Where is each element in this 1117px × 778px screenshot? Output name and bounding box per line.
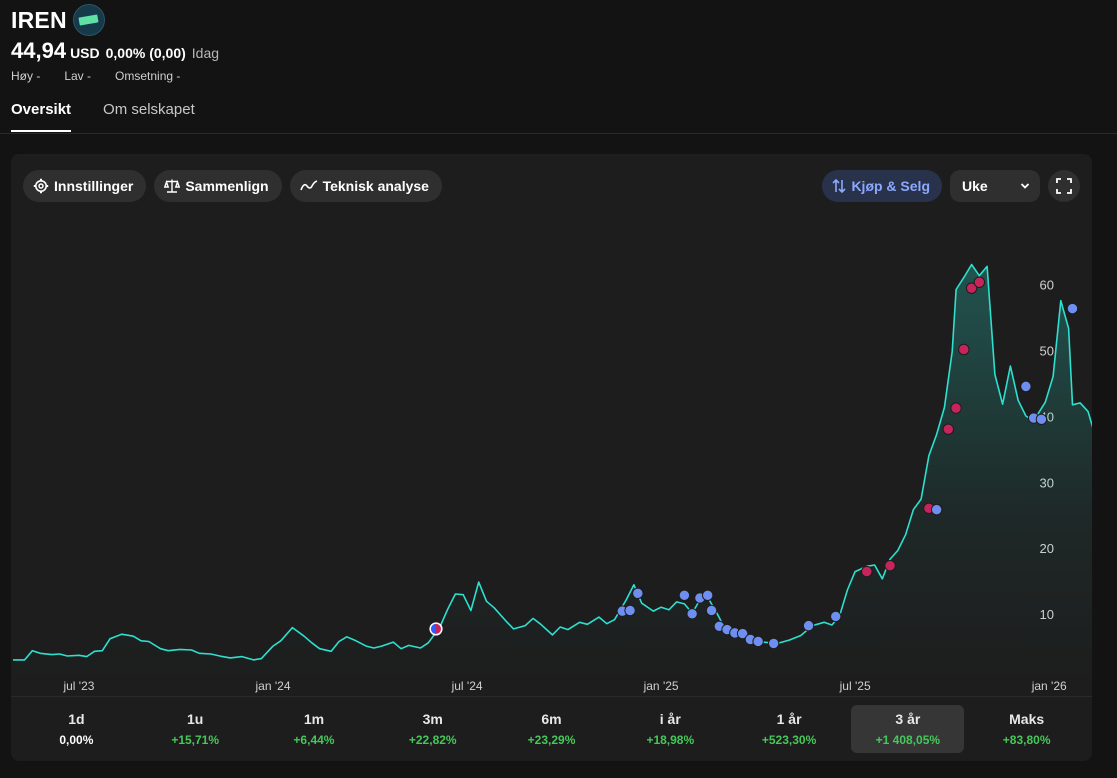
trade-marker-sell[interactable] (973, 276, 986, 288)
period-label: 1m (303, 711, 325, 727)
period-1m[interactable]: 1m +6,44% (258, 705, 371, 753)
chevron-down-icon (1020, 183, 1030, 189)
period-change: 0,00% (59, 733, 94, 747)
trade-marker-buy[interactable] (686, 608, 698, 620)
technical-analysis-button[interactable]: Teknisk analyse (289, 170, 442, 202)
fullscreen-icon (1056, 178, 1072, 194)
period-max[interactable]: Maks +83,80% (970, 705, 1083, 753)
gear-icon (33, 178, 49, 194)
y-tick-label: 60 (1040, 278, 1054, 293)
stat-low: Lav - (64, 69, 92, 83)
settings-button[interactable]: Innstillinger (23, 170, 147, 202)
tab-overview[interactable]: Oversikt (11, 101, 72, 132)
period-change: +1 408,05% (875, 733, 941, 747)
period-change: +22,82% (408, 733, 457, 747)
stat-high: Høy - (11, 69, 41, 83)
trade-marker-buy[interactable] (736, 627, 749, 640)
period-1d[interactable]: 1d 0,00% (20, 705, 133, 753)
trade-marker-buy[interactable] (632, 587, 644, 600)
x-tick-label: jan '24 (255, 679, 291, 693)
period-change: +23,29% (527, 733, 576, 747)
period-3y[interactable]: 3 år +1 408,05% (851, 705, 965, 753)
price-line (13, 263, 1092, 661)
period-change: +6,44% (293, 733, 335, 747)
trade-marker-buy[interactable] (678, 589, 691, 602)
trend-line-icon (299, 180, 317, 191)
technical-analysis-label: Teknisk analyse (322, 178, 429, 194)
period-change: +83,80% (1002, 733, 1051, 747)
currency: USD (70, 45, 100, 61)
period-change: +15,71% (171, 733, 220, 747)
x-tick-label: jan '26 (1031, 679, 1067, 693)
tabs-divider (0, 133, 1117, 134)
trade-marker-buy[interactable] (802, 619, 815, 632)
price-change: 0,00% (0,00) (105, 45, 186, 61)
period-ytd[interactable]: i år +18,98% (614, 705, 727, 753)
y-tick-label: 50 (1040, 343, 1054, 358)
buy-sell-button[interactable]: Kjøp & Selg (822, 170, 942, 202)
period-label: 1d (68, 711, 85, 727)
x-tick-label: jan '25 (643, 679, 679, 693)
stat-turnover: Omsetning - (115, 69, 181, 83)
today-label: Idag (191, 45, 220, 61)
price-area-fill (13, 264, 1092, 681)
period-1y[interactable]: 1 år +523,30% (733, 705, 846, 753)
x-tick-label: jul '25 (839, 679, 871, 693)
trade-marker-buy[interactable] (624, 604, 636, 617)
trade-marker-buy[interactable] (1020, 380, 1032, 393)
trade-marker-sell[interactable] (942, 423, 954, 435)
settings-button-label: Innstillinger (54, 178, 134, 194)
trade-marker-sell[interactable] (958, 343, 970, 356)
period-6m[interactable]: 6m +23,29% (495, 705, 608, 753)
quote-header: IREN 44,94 USD 0,00% (0,00) Idag Høy - L… (11, 4, 219, 83)
scale-icon (164, 179, 181, 193)
company-logo (72, 4, 105, 36)
trade-marker-sell[interactable] (965, 282, 978, 294)
trade-marker-sell[interactable] (861, 565, 873, 578)
trade-marker-buy[interactable] (767, 637, 780, 650)
period-label: 3m (422, 711, 443, 727)
period-label: 1 år (776, 711, 802, 727)
page-tabs: Oversikt Om selskapet (11, 101, 195, 132)
trade-marker-buy[interactable] (752, 635, 764, 648)
trade-marker-buy[interactable] (701, 589, 714, 602)
period-change: +523,30% (761, 733, 817, 747)
x-tick-label: jul '24 (451, 679, 483, 693)
ticker-symbol: IREN (11, 6, 67, 33)
trade-marker-mixed[interactable] (429, 622, 443, 636)
interval-select[interactable]: Uke (950, 170, 1040, 202)
trade-marker-buy[interactable] (830, 610, 842, 623)
chart-toolbar-left: Innstillinger Sammenlign Teknisk analyse (23, 170, 442, 202)
period-selector: 1d 0,00% 1u +15,71% 1m +6,44% 3m +22,82%… (11, 696, 1092, 761)
period-change: +18,98% (646, 733, 695, 747)
chart-toolbar-right: Kjøp & Selg Uke (822, 170, 1080, 202)
period-label: 6m (541, 711, 562, 727)
buy-sell-label: Kjøp & Selg (851, 178, 930, 194)
period-1w[interactable]: 1u +15,71% (139, 705, 252, 753)
period-label: i år (659, 711, 681, 727)
last-price: 44,94 (11, 38, 67, 63)
period-label: 1u (187, 711, 204, 727)
period-label: 3 år (895, 711, 921, 727)
swap-arrows-icon (832, 178, 847, 194)
period-3m[interactable]: 3m +22,82% (376, 705, 489, 753)
interval-value: Uke (962, 178, 988, 194)
period-label: Maks (1009, 711, 1045, 727)
fullscreen-button[interactable] (1048, 170, 1080, 202)
trade-marker-buy[interactable] (930, 503, 943, 516)
tab-about-company[interactable]: Om selskapet (103, 101, 195, 118)
trade-marker-sell[interactable] (950, 402, 962, 414)
trade-marker-sell[interactable] (884, 559, 896, 572)
x-tick-label: jul '23 (62, 679, 94, 693)
trade-marker-buy[interactable] (705, 604, 718, 617)
compare-button[interactable]: Sammenlign (154, 170, 282, 202)
trade-marker-buy[interactable] (1035, 413, 1048, 426)
compare-button-label: Sammenlign (185, 178, 269, 194)
trade-marker-buy[interactable] (1066, 302, 1079, 315)
